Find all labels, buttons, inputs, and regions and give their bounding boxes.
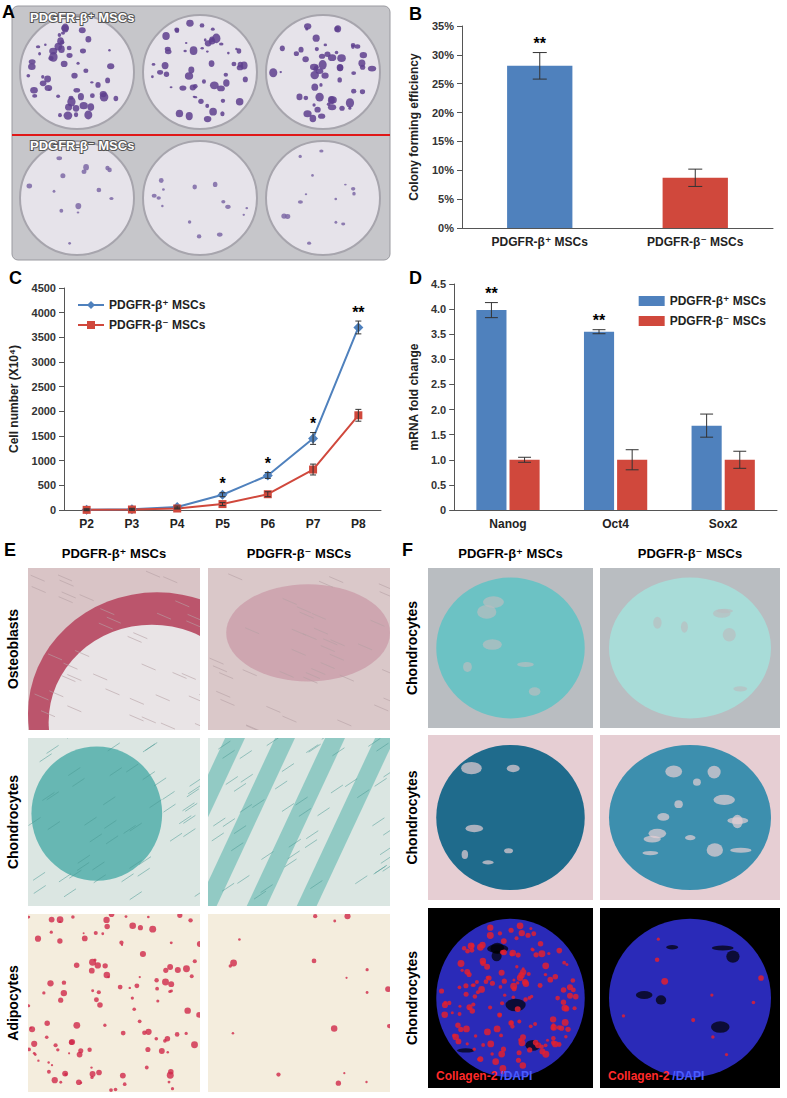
svg-text:Sox2: Sox2 (709, 517, 738, 531)
svg-text:30%: 30% (432, 49, 454, 61)
svg-text:4000: 4000 (32, 307, 56, 319)
svg-text:PDGFR-β⁺ MSCs: PDGFR-β⁺ MSCs (30, 10, 134, 25)
svg-text:PDGFR-β⁻ MSCs: PDGFR-β⁻ MSCs (670, 314, 767, 328)
svg-text:Chondrocytes: Chondrocytes (404, 601, 420, 695)
svg-text:PDGFR-β⁻ MSCs: PDGFR-β⁻ MSCs (638, 546, 742, 561)
svg-text:*: * (219, 475, 226, 492)
svg-text:0: 0 (440, 504, 446, 516)
svg-text:PDGFR-β⁺ MSCs: PDGFR-β⁺ MSCs (670, 294, 767, 308)
svg-text:*: * (265, 455, 272, 472)
svg-text:P6: P6 (260, 517, 275, 531)
svg-text:2.5: 2.5 (431, 378, 446, 390)
svg-text:Nanog: Nanog (489, 517, 526, 531)
svg-text:Adipocytes: Adipocytes (5, 965, 21, 1041)
svg-text:Collagen-2/DAPI: Collagen-2/DAPI (608, 1069, 704, 1083)
svg-text:25%: 25% (432, 78, 454, 90)
svg-text:1500: 1500 (32, 430, 56, 442)
svg-text:0: 0 (50, 504, 56, 516)
svg-text:P5: P5 (215, 517, 230, 531)
svg-text:P3: P3 (125, 517, 140, 531)
svg-text:1.0: 1.0 (431, 454, 446, 466)
svg-text:10%: 10% (432, 164, 454, 176)
svg-text:4.5: 4.5 (431, 278, 446, 290)
svg-text:PDGFR-β⁻ MSCs: PDGFR-β⁻ MSCs (247, 546, 351, 561)
svg-text:Osteoblasts: Osteoblasts (5, 609, 21, 689)
svg-text:0.5: 0.5 (431, 479, 446, 491)
svg-text:B: B (409, 4, 422, 24)
svg-text:**: ** (534, 35, 547, 52)
svg-text:A: A (2, 2, 15, 22)
svg-text:4.0: 4.0 (431, 303, 446, 315)
svg-text:1.5: 1.5 (431, 429, 446, 441)
svg-text:PDGFR-β⁺ MSCs: PDGFR-β⁺ MSCs (62, 546, 166, 561)
svg-text:15%: 15% (432, 135, 454, 147)
svg-text:Chondrocytes: Chondrocytes (404, 770, 420, 864)
svg-text:PDGFR-β⁻ MSCs: PDGFR-β⁻ MSCs (109, 318, 206, 332)
svg-text:500: 500 (38, 479, 56, 491)
svg-text:0%: 0% (438, 222, 454, 234)
svg-text:P4: P4 (170, 517, 185, 531)
svg-text:PDGFR-β⁺ MSCs: PDGFR-β⁺ MSCs (492, 235, 589, 249)
svg-text:P7: P7 (306, 517, 321, 531)
svg-text:D: D (409, 268, 422, 288)
svg-text:2000: 2000 (32, 405, 56, 417)
svg-text:F: F (402, 540, 413, 560)
svg-text:20%: 20% (432, 107, 454, 119)
svg-text:Chondrocytes: Chondrocytes (404, 951, 420, 1045)
svg-text:Colony forming efficiency: Colony forming efficiency (407, 53, 421, 201)
svg-text:3.0: 3.0 (431, 353, 446, 365)
svg-text:Oct4: Oct4 (602, 517, 629, 531)
svg-text:PDGFR-β⁺ MSCs: PDGFR-β⁺ MSCs (109, 298, 206, 312)
svg-text:3.5: 3.5 (431, 328, 446, 340)
svg-text:P2: P2 (79, 517, 94, 531)
svg-text:**: ** (485, 285, 498, 302)
svg-text:PDGFR-β⁺ MSCs: PDGFR-β⁺ MSCs (458, 546, 562, 561)
svg-text:C: C (9, 268, 22, 288)
svg-text:Cell number (X10⁴): Cell number (X10⁴) (7, 345, 21, 453)
svg-text:35%: 35% (432, 20, 454, 32)
svg-text:**: ** (352, 304, 365, 321)
svg-text:**: ** (593, 312, 606, 329)
svg-text:5%: 5% (438, 193, 454, 205)
svg-text:*: * (310, 415, 317, 432)
svg-text:Collagen-2/DAPI: Collagen-2/DAPI (436, 1069, 532, 1083)
svg-text:P8: P8 (351, 517, 366, 531)
svg-text:PDGFR-β⁻ MSCs: PDGFR-β⁻ MSCs (647, 235, 744, 249)
svg-text:4500: 4500 (32, 282, 56, 294)
svg-text:Chondrocytes: Chondrocytes (5, 775, 21, 869)
svg-text:mRNA fold change: mRNA fold change (407, 343, 421, 450)
svg-text:3000: 3000 (32, 356, 56, 368)
svg-text:1000: 1000 (32, 455, 56, 467)
svg-text:2500: 2500 (32, 381, 56, 393)
svg-text:PDGFR-β⁻ MSCs: PDGFR-β⁻ MSCs (30, 138, 134, 153)
svg-text:3500: 3500 (32, 331, 56, 343)
svg-text:E: E (4, 540, 16, 560)
svg-text:2.0: 2.0 (431, 404, 446, 416)
